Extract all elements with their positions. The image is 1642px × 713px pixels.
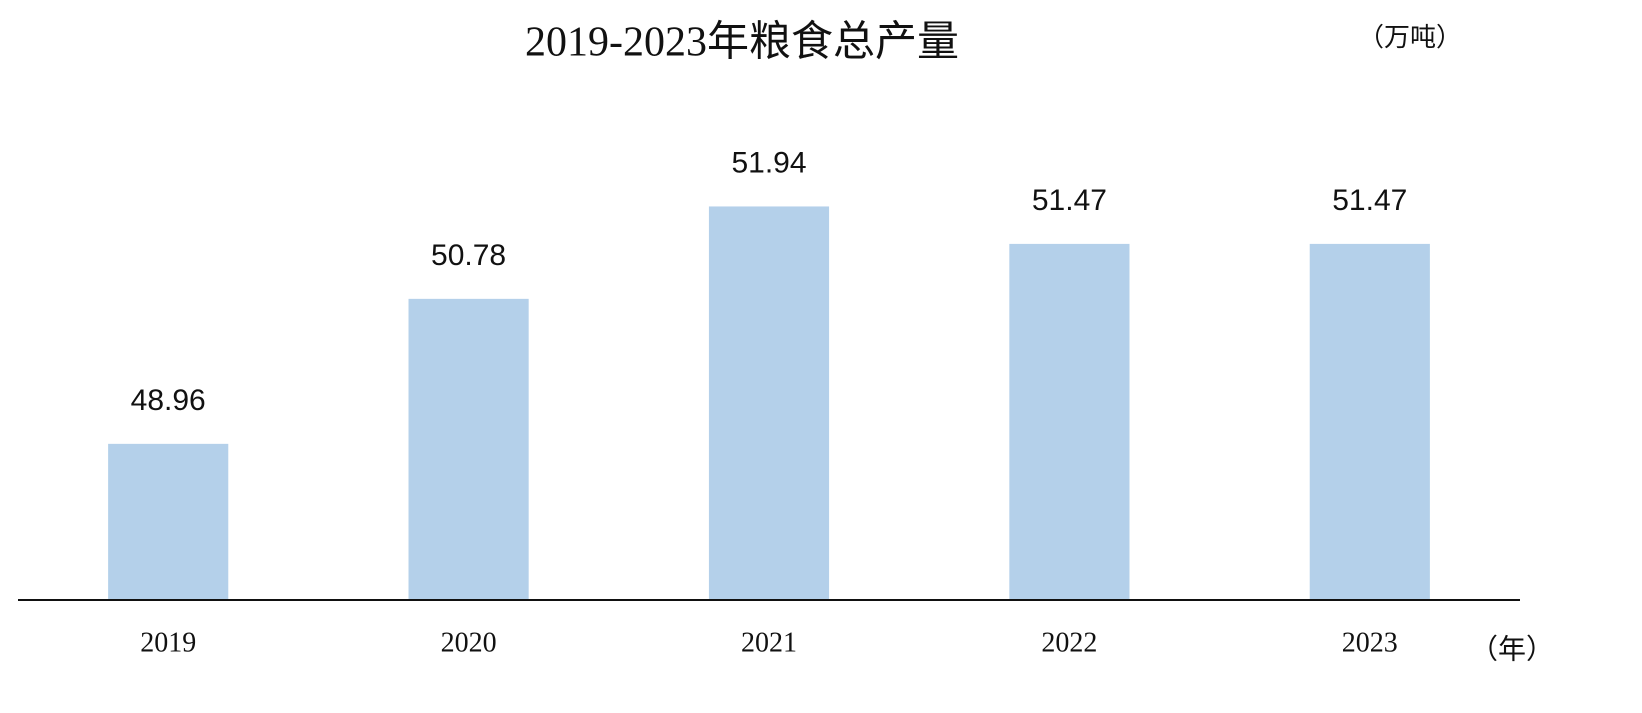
data-label: 51.94 [731, 146, 806, 179]
x-unit-label: （年） [1470, 633, 1554, 665]
data-label: 50.78 [431, 239, 506, 272]
bar [1009, 243, 1130, 600]
bar [708, 206, 830, 601]
data-label: 51.47 [1332, 184, 1407, 217]
chart-title: 2019-2023年粮食总产量 [525, 19, 959, 66]
bar [1309, 243, 1430, 600]
bar [408, 298, 529, 600]
x-tick-label: 2022 [1041, 627, 1097, 658]
x-tick-label: 2021 [741, 627, 797, 658]
bar [108, 443, 229, 600]
x-tick-label: 2020 [441, 627, 497, 658]
unit-label: （万吨） [1358, 23, 1462, 52]
x-tick-label: 2023 [1342, 627, 1398, 658]
x-tick-label: 2019 [140, 627, 196, 658]
data-label: 51.47 [1032, 184, 1107, 217]
data-label: 48.96 [131, 384, 206, 417]
